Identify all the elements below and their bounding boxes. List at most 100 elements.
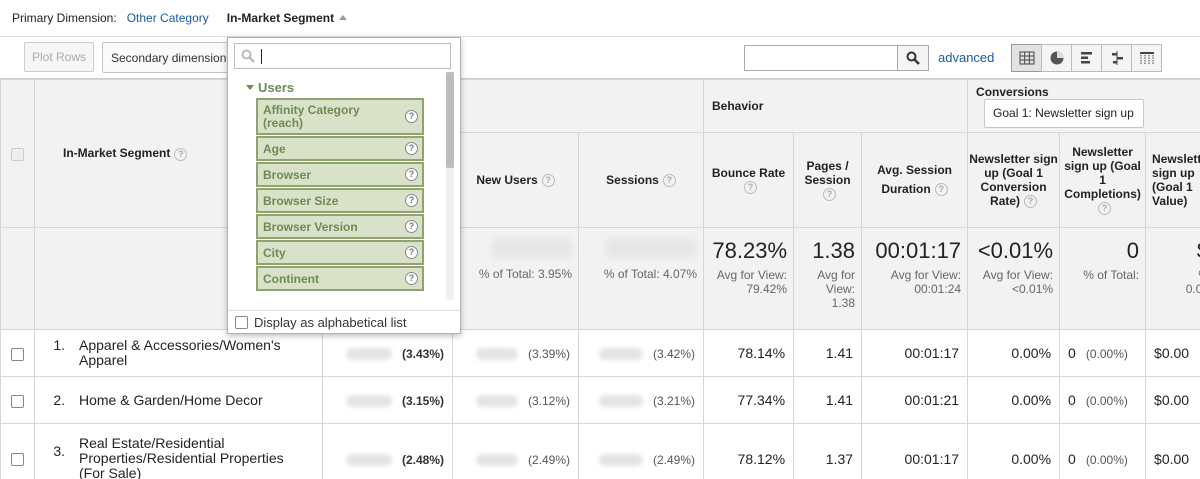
sessions-cell: (3.21%) <box>577 376 705 424</box>
primary-dimension-bar: Primary Dimension: Other Category In-Mar… <box>0 0 1200 36</box>
other-category-link[interactable]: Other Category <box>126 11 209 25</box>
blurred-value <box>345 453 392 466</box>
avg-duration-cell: 00:01:21 <box>861 376 969 424</box>
help-icon[interactable]: ? <box>405 194 418 207</box>
performance-view-button[interactable] <box>1071 44 1102 72</box>
dimension-item-continent[interactable]: Continent? <box>256 266 424 291</box>
dimension-item-affinity-category[interactable]: Affinity Category (reach)? <box>256 98 424 135</box>
segment-link[interactable]: Real Estate/Residential Properties/Resid… <box>79 435 284 479</box>
comparison-view-icon <box>1111 51 1123 65</box>
select-all-cell <box>0 79 35 228</box>
help-icon[interactable]: ? <box>405 142 418 155</box>
summary-pages-session: 1.38 Avg for View: 1.38 <box>793 227 863 330</box>
help-icon[interactable]: ? <box>1024 195 1038 209</box>
help-icon[interactable]: ? <box>405 220 418 233</box>
pages-session-cell: 1.41 <box>793 376 863 424</box>
goal-value-cell: $0.00 <box>1145 376 1200 424</box>
segment-cell: 2. Home & Garden/Home Decor <box>34 376 323 424</box>
alphabetical-checkbox[interactable] <box>235 316 248 329</box>
segment-link[interactable]: Home & Garden/Home Decor <box>79 391 263 408</box>
avg-duration-cell: 00:01:17 <box>861 423 969 479</box>
sessions-cell: (3.42%) <box>577 329 705 377</box>
new-users-cell: (2.49%) <box>452 423 579 479</box>
help-icon[interactable]: ? <box>174 147 188 161</box>
alphabetical-label: Display as alphabetical list <box>254 315 407 330</box>
goal-value-cell: $0.00 <box>1145 423 1200 479</box>
sessions-cell: (2.49%) <box>577 423 705 479</box>
blurred-value <box>475 348 518 361</box>
summary-bounce-rate: 78.23% Avg for View: 79.42% <box>703 227 795 330</box>
in-market-segment-dropdown[interactable]: In-Market Segment <box>226 11 335 25</box>
table-row: 3. Real Estate/Residential Properties/Res… <box>0 423 1200 479</box>
help-icon[interactable]: ? <box>662 174 676 188</box>
row-checkbox[interactable] <box>11 453 24 467</box>
conversion-rate-cell: 0.00% <box>967 376 1061 424</box>
blurred-value <box>492 238 572 258</box>
dimension-search-input[interactable] <box>234 43 451 69</box>
blurred-value <box>598 348 643 361</box>
table-search-input[interactable] <box>744 45 898 71</box>
dimension-item-age[interactable]: Age? <box>256 136 424 161</box>
completions-cell: 0 (0.00%) <box>1059 329 1147 377</box>
pages-session-column-header[interactable]: Pages / Session? <box>793 132 863 228</box>
segment-link[interactable]: Apparel & Accessories/Women's Apparel <box>79 337 281 368</box>
avg-session-column-header[interactable]: Avg. Session Duration? <box>861 132 969 228</box>
report-table: In-Market Segment? Behavior ConversionsG… <box>0 79 1200 479</box>
plot-rows-button[interactable]: Plot Rows <box>24 42 94 72</box>
completions-column-header[interactable]: Newsletter sign up (Goal 1 Completions)? <box>1059 132 1147 228</box>
caret-up-icon[interactable] <box>339 14 348 20</box>
goal-select-dropdown[interactable]: Goal 1: Newsletter sign up <box>984 98 1145 128</box>
users-group-header[interactable]: Users <box>234 76 444 98</box>
secondary-dimension-dropdown[interactable]: Secondary dimension <box>102 42 234 73</box>
bounce-rate-cell: 78.14% <box>703 329 795 377</box>
comparison-view-button[interactable] <box>1101 44 1132 72</box>
summary-row: % of Total: 3.95% % of Total: 4.07% 78.2… <box>0 227 1200 330</box>
help-icon[interactable]: ? <box>405 168 418 181</box>
view-toggle-group <box>1011 44 1162 72</box>
conversion-rate-column-header[interactable]: Newsletter sign up (Goal 1 Conversion Ra… <box>967 132 1061 228</box>
help-icon[interactable]: ? <box>934 183 948 197</box>
alphabetical-option[interactable]: Display as alphabetical list <box>228 310 460 334</box>
select-all-checkbox[interactable] <box>11 147 24 161</box>
help-icon[interactable]: ? <box>744 181 758 195</box>
scrollbar-thumb[interactable] <box>446 72 454 168</box>
dimension-picker-popup: Users Affinity Category (reach)? Age? Br… <box>227 37 461 334</box>
blurred-value <box>605 238 698 258</box>
pie-view-button[interactable] <box>1041 44 1072 72</box>
new-users-cell: (3.12%) <box>452 376 579 424</box>
row-checkbox[interactable] <box>11 394 24 408</box>
conversion-rate-cell: 0.00% <box>967 329 1061 377</box>
goal-value-cell: $0.00 <box>1145 329 1200 377</box>
conversion-rate-cell: 0.00% <box>967 423 1061 479</box>
help-icon[interactable]: ? <box>405 110 418 123</box>
conversions-group-header: ConversionsGoal 1: Newsletter sign up <box>967 79 1200 133</box>
goal-value-column-header[interactable]: Newsletter sign up (Goal 1 Value) <box>1145 132 1200 228</box>
segment-cell: 1. Apparel & Accessories/Women's Apparel <box>34 329 323 377</box>
search-button[interactable] <box>897 45 929 71</box>
new-users-cell: (3.39%) <box>452 329 579 377</box>
row-checkbox[interactable] <box>11 347 24 361</box>
pivot-view-button[interactable] <box>1131 44 1162 72</box>
help-icon[interactable]: ? <box>405 246 418 259</box>
help-icon[interactable]: ? <box>405 272 418 285</box>
dimension-item-browser-size[interactable]: Browser Size? <box>256 188 424 213</box>
scrollbar-track[interactable] <box>446 72 454 300</box>
table-view-icon <box>1019 51 1034 65</box>
sessions-column-header[interactable]: Sessions? <box>577 132 705 228</box>
table-view-button[interactable] <box>1011 44 1042 72</box>
dimension-item-city[interactable]: City? <box>256 240 424 265</box>
dimension-item-browser-version[interactable]: Browser Version? <box>256 214 424 239</box>
help-icon[interactable]: ? <box>823 188 837 202</box>
pages-session-cell: 1.37 <box>793 423 863 479</box>
row-select-cell <box>0 376 35 424</box>
users-cell: (3.43%) <box>322 329 453 377</box>
help-icon[interactable]: ? <box>541 174 555 188</box>
pivot-view-icon <box>1139 52 1154 64</box>
completions-cell: 0 (0.00%) <box>1059 376 1147 424</box>
advanced-link[interactable]: advanced <box>938 50 995 65</box>
dimension-item-browser[interactable]: Browser? <box>256 162 424 187</box>
new-users-column-header[interactable]: New Users? <box>452 132 579 228</box>
search-icon <box>241 49 255 63</box>
bounce-rate-column-header[interactable]: Bounce Rate? <box>703 132 795 228</box>
help-icon[interactable]: ? <box>1098 202 1112 216</box>
